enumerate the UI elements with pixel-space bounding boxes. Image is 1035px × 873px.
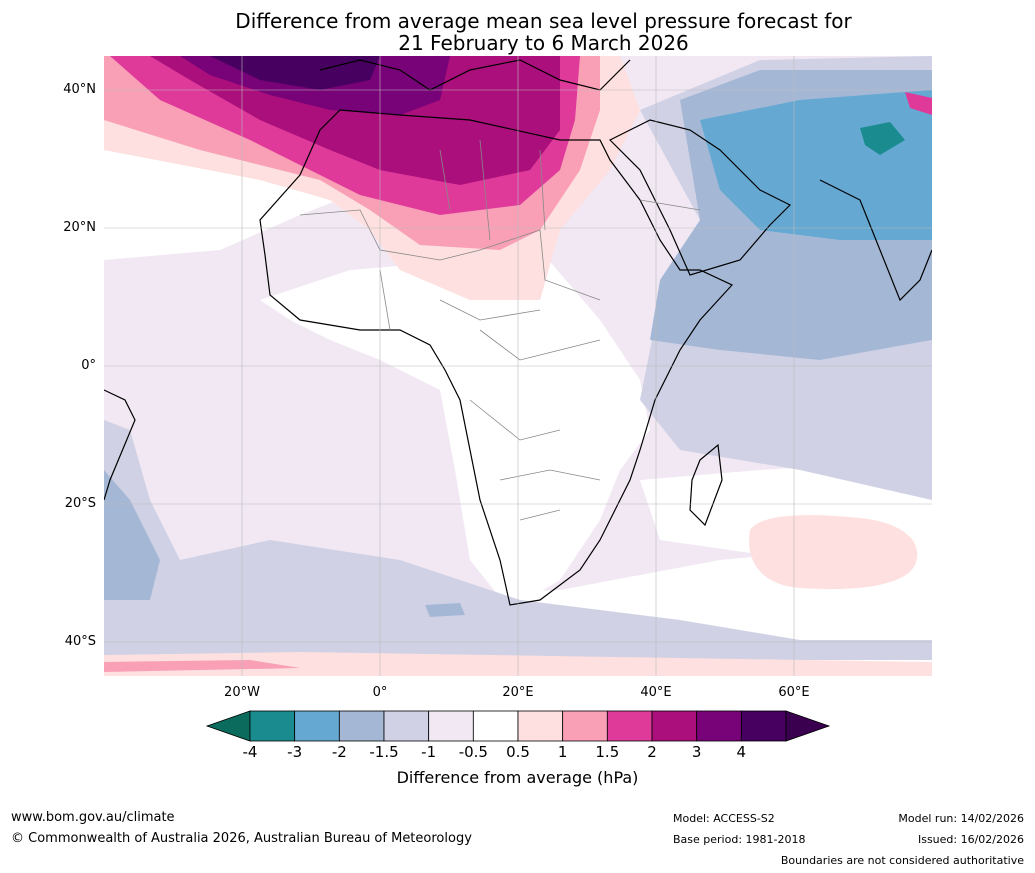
- footer-issued: Issued: 16/02/2026: [917, 833, 1024, 846]
- title-line-1: Difference from average mean sea level p…: [235, 9, 852, 33]
- coastline-india: [819, 179, 932, 302]
- colorbar-label: Difference from average (hPa): [396, 768, 639, 787]
- colorbar-tick-label: -1: [421, 743, 437, 761]
- colorbar-swatch: [651, 710, 698, 742]
- graticule: [104, 56, 932, 676]
- colorbar-swatch: [338, 710, 385, 742]
- lat-label-20s: 20°S: [64, 496, 96, 511]
- footer-copyright: © Commonwealth of Australia 2026, Austra…: [11, 831, 472, 846]
- colorbar-tick-label: -2: [331, 743, 347, 761]
- lon-label-20w: 20°W: [224, 685, 260, 700]
- colorbar-swatch: [696, 710, 742, 742]
- colorbar-tick-label: 4: [736, 743, 747, 761]
- colorbar-tick-label: -3: [287, 743, 303, 761]
- lon-label-60e: 60°E: [778, 685, 810, 700]
- colorbar-tick-label: -4: [242, 743, 258, 761]
- footer-model: Model: ACCESS-S2: [673, 812, 775, 825]
- colorbar-swatch: [472, 710, 519, 742]
- lon-label-40e: 40°E: [640, 685, 672, 700]
- colorbar-swatch: [294, 710, 340, 742]
- anomaly-zone-neutral-africa: [260, 250, 650, 610]
- coastline-south-america: [104, 389, 136, 501]
- anomaly-zone-minus-3: [860, 122, 905, 155]
- lon-label-0: 0°: [372, 685, 388, 700]
- colorbar-swatch: [517, 710, 564, 742]
- map-title: Difference from average mean sea level p…: [0, 10, 1035, 54]
- footer-base-period: Base period: 1981-2018: [673, 833, 806, 846]
- colorbar-tick-label: 2: [647, 743, 657, 761]
- colorbar-swatch: [562, 710, 608, 742]
- lon-label-20e: 20°E: [502, 685, 534, 700]
- footer-website: www.bom.gov.au/climate: [11, 810, 175, 825]
- pressure-anomaly-map: [104, 56, 932, 676]
- coastline-africa: [259, 109, 733, 606]
- colorbar-tick-label: -1.5: [369, 743, 399, 761]
- footer-model-run: Model run: 14/02/2026: [898, 812, 1024, 825]
- anomaly-zone-west-minus: [104, 470, 160, 600]
- lat-label-40n: 40°N: [63, 82, 96, 97]
- colorbar-tick-label: 1: [557, 743, 568, 761]
- anomaly-zone-south-patch: [425, 603, 465, 617]
- colorbar-tick-label: -0.5: [458, 743, 488, 761]
- colorbar-swatch: [428, 710, 474, 742]
- anomaly-zone-atlantic-minus: [104, 420, 932, 660]
- colorbar-tick-label: 0.5: [506, 743, 530, 761]
- anomaly-zone-ne-pink: [905, 92, 932, 115]
- country-borders: [299, 139, 701, 521]
- anomaly-zone-plus-4: [210, 56, 380, 90]
- anomaly-zone-east-pink: [749, 515, 918, 590]
- colorbar-tick-label: 1.5: [595, 743, 620, 761]
- colorbar-swatch: [740, 710, 787, 742]
- coastline-europe: [319, 59, 631, 91]
- coastline-arabia: [608, 119, 792, 276]
- colorbar-extend-low: [205, 710, 251, 742]
- colorbar-swatch: [606, 710, 653, 742]
- lat-label-0: 0°: [81, 358, 96, 373]
- lat-label-20n: 20°N: [63, 220, 96, 235]
- anomaly-zone-south-pink-2: [104, 660, 300, 672]
- colorbar-tick-label: 3: [691, 743, 702, 761]
- coastline-madagascar: [689, 443, 723, 527]
- colorbar-swatch: [249, 710, 296, 742]
- colorbar-swatch: [383, 710, 430, 742]
- title-line-2: 21 February to 6 March 2026: [398, 31, 689, 55]
- colorbar-extend-high: [785, 710, 831, 742]
- footer-disclaimer: Boundaries are not considered authoritat…: [780, 854, 1024, 867]
- lat-label-40s: 40°S: [64, 634, 96, 649]
